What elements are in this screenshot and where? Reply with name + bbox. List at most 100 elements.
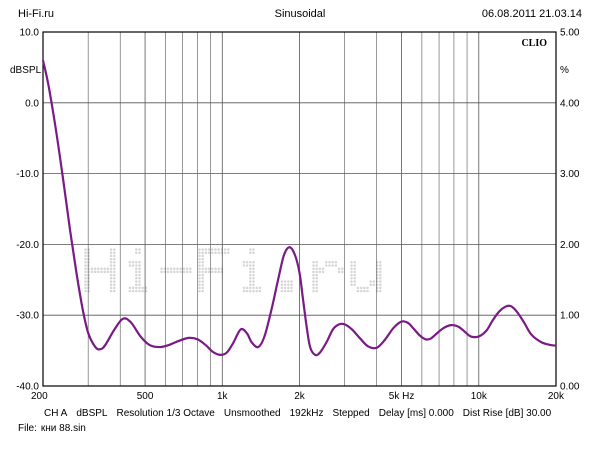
watermark-dot <box>315 264 318 267</box>
watermark-dot <box>379 280 382 283</box>
footer-units: dBSPL <box>76 408 108 419</box>
watermark-dot <box>109 264 113 267</box>
watermark-dot <box>113 248 116 251</box>
watermark-dot <box>353 264 356 267</box>
watermark-dot <box>372 280 376 283</box>
axes: 10.0 0.0 -10.0 -20.0 -30.0 -40.0 5.00 4.00 3.00 2… <box>16 28 580 403</box>
watermark-dot <box>100 267 103 270</box>
watermark-dot <box>109 257 113 261</box>
watermark-dot <box>379 267 382 270</box>
y2-tick-label: 5.00 <box>560 28 580 39</box>
watermark-dot <box>189 267 192 270</box>
watermark-dot <box>334 264 338 267</box>
watermark-dot <box>375 280 379 283</box>
watermark-dot <box>287 280 290 283</box>
watermark-dot <box>113 273 116 277</box>
watermark-dot <box>87 273 90 277</box>
watermark-dot <box>103 267 106 270</box>
watermark-dot <box>350 280 353 283</box>
watermark-dot <box>214 251 217 254</box>
watermark-dot <box>353 283 356 286</box>
watermark-dot <box>379 261 382 264</box>
watermark-dot <box>375 286 379 290</box>
watermark-dot <box>160 270 163 274</box>
watermark-dot <box>204 251 208 254</box>
watermark-dot <box>109 254 113 258</box>
watermark-dot <box>198 270 201 274</box>
watermark-dot <box>315 280 318 283</box>
watermark-dot <box>287 289 290 293</box>
watermark-dot <box>283 289 287 293</box>
watermark-dot <box>379 289 382 293</box>
watermark-dot <box>141 286 144 290</box>
watermark-dot <box>207 248 211 251</box>
watermark-dot <box>179 270 182 274</box>
watermark-dot <box>242 289 246 293</box>
x-tick-label: 20k <box>548 391 565 402</box>
watermark-dot <box>138 289 141 293</box>
watermark-dot <box>198 254 201 258</box>
watermark-dot <box>312 283 315 286</box>
footer-channel: CH A <box>44 408 68 419</box>
watermark-dot <box>113 267 116 270</box>
watermark-dot <box>109 283 113 286</box>
watermark-dot <box>321 267 325 270</box>
watermark-dot <box>312 286 315 290</box>
watermark-dot <box>315 273 318 277</box>
watermark-dot <box>252 261 255 264</box>
watermark-dot <box>198 257 201 261</box>
watermark-dot <box>87 270 90 274</box>
watermark-dot <box>350 267 353 270</box>
watermark-dot <box>369 280 372 283</box>
watermark-dot <box>204 270 208 274</box>
y2-tick-label: 0.00 <box>560 382 580 393</box>
watermark-dot <box>204 267 208 270</box>
watermark-dot <box>321 270 325 274</box>
watermark-dot <box>131 289 135 293</box>
watermark-dot <box>245 264 249 267</box>
watermark-dot <box>185 270 189 274</box>
watermark-dot <box>217 267 220 270</box>
watermark-dot <box>280 283 284 286</box>
watermark-dot <box>93 270 97 274</box>
watermark-dot <box>189 270 192 274</box>
watermark-dot <box>252 289 255 293</box>
watermark-dot <box>283 283 287 286</box>
watermark-dot <box>106 267 110 270</box>
x-tick-label: 500 <box>137 391 154 402</box>
watermark-dot <box>290 286 293 290</box>
watermark-dot <box>90 267 94 270</box>
watermark-dot <box>87 254 90 258</box>
watermark-dot <box>84 277 87 280</box>
watermark-dot <box>135 280 138 283</box>
watermark-dot <box>201 280 204 283</box>
watermark-dot <box>315 289 318 293</box>
watermark-dot <box>87 264 90 267</box>
y2-tick-label: 3.00 <box>560 169 580 180</box>
watermark-dot <box>109 270 113 274</box>
watermark-dot <box>249 248 252 251</box>
plot-frame <box>42 31 557 387</box>
watermark-dot <box>84 286 87 290</box>
watermark-dot <box>214 248 217 251</box>
watermark-dot <box>84 254 87 258</box>
watermark-dot <box>223 248 227 251</box>
watermark-dot <box>135 270 138 274</box>
watermark-dot <box>198 267 201 270</box>
watermark-dot <box>280 280 284 283</box>
watermark-dot <box>135 273 138 277</box>
measurement-settings: CH A dBSPL Resolution 1/3 Octave Unsmoothed… <box>44 408 560 419</box>
watermark-dot <box>211 251 214 254</box>
watermark-dot <box>258 286 262 290</box>
watermark-dot <box>169 267 173 270</box>
watermark-dot <box>366 289 369 293</box>
watermark-dot <box>135 277 138 280</box>
watermark-dot <box>331 261 334 264</box>
watermark-dot <box>249 264 252 267</box>
footer-mode: Stepped <box>332 408 370 419</box>
watermark-dot <box>173 267 176 270</box>
watermark-dot <box>182 267 186 270</box>
watermark-dot <box>252 264 255 267</box>
watermark-dot <box>217 270 220 274</box>
